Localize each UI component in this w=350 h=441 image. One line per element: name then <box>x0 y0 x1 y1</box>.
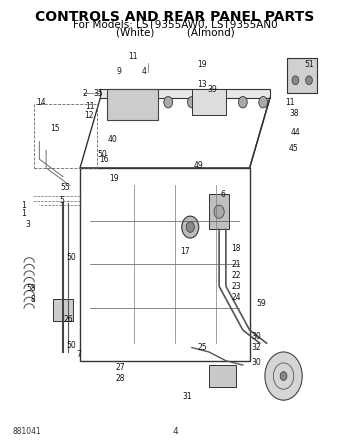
Text: 28: 28 <box>116 374 125 383</box>
Bar <box>192 89 226 116</box>
Bar <box>107 89 158 120</box>
Circle shape <box>259 97 268 108</box>
Text: 50: 50 <box>66 341 76 350</box>
Text: 59: 59 <box>257 299 266 308</box>
Text: 1: 1 <box>22 201 26 209</box>
Text: 12: 12 <box>84 111 93 120</box>
Text: 55: 55 <box>60 183 70 192</box>
Text: 58: 58 <box>26 284 36 293</box>
Text: 45: 45 <box>289 144 299 153</box>
Text: 21: 21 <box>231 260 241 269</box>
Bar <box>34 105 97 168</box>
Bar <box>209 194 229 229</box>
Text: 32: 32 <box>252 343 261 352</box>
Text: 3: 3 <box>25 220 30 229</box>
Text: 19: 19 <box>109 174 119 183</box>
Text: 49: 49 <box>194 161 204 170</box>
Text: 31: 31 <box>182 392 192 401</box>
Text: 26: 26 <box>63 314 73 324</box>
Text: 9: 9 <box>117 67 121 76</box>
Circle shape <box>306 76 313 85</box>
Text: 23: 23 <box>231 282 241 291</box>
Text: (White)          (Almond): (White) (Almond) <box>116 28 234 38</box>
Text: 7: 7 <box>76 350 81 359</box>
Text: 39: 39 <box>208 85 217 93</box>
Text: For Models: LST9355AW0, LST9355AN0: For Models: LST9355AW0, LST9355AN0 <box>73 20 277 30</box>
Text: 6: 6 <box>220 190 225 199</box>
Text: 881041: 881041 <box>12 427 41 436</box>
Bar <box>209 365 236 387</box>
Text: 22: 22 <box>231 271 241 280</box>
Text: 1: 1 <box>22 209 26 218</box>
Text: 15: 15 <box>50 124 60 133</box>
Text: 16: 16 <box>99 155 108 164</box>
Text: 50: 50 <box>97 150 107 159</box>
Text: 17: 17 <box>180 247 190 256</box>
Text: 8: 8 <box>30 295 35 304</box>
Text: 14: 14 <box>36 97 46 107</box>
Text: 51: 51 <box>304 60 314 69</box>
Text: 30: 30 <box>252 332 261 341</box>
Circle shape <box>211 97 220 108</box>
Text: CONTROLS AND REAR PANEL PARTS: CONTROLS AND REAR PANEL PARTS <box>35 10 315 24</box>
Text: 4: 4 <box>172 427 178 436</box>
Text: 11: 11 <box>286 97 295 107</box>
Text: 27: 27 <box>116 363 126 372</box>
Circle shape <box>186 222 194 232</box>
Text: 24: 24 <box>231 293 241 302</box>
Text: 44: 44 <box>290 128 300 137</box>
Circle shape <box>238 97 247 108</box>
Text: 35: 35 <box>94 89 104 98</box>
Text: 4: 4 <box>142 67 147 76</box>
Text: 19: 19 <box>197 60 207 69</box>
Polygon shape <box>287 58 317 93</box>
Bar <box>53 299 73 321</box>
Text: 5: 5 <box>59 196 64 205</box>
Text: 30: 30 <box>252 359 261 367</box>
Polygon shape <box>100 89 270 98</box>
Text: 11: 11 <box>128 52 137 61</box>
Circle shape <box>214 205 224 218</box>
Text: 11: 11 <box>85 102 95 111</box>
Text: 13: 13 <box>197 80 207 89</box>
Text: 25: 25 <box>197 343 207 352</box>
Text: 38: 38 <box>289 108 299 118</box>
Circle shape <box>164 97 173 108</box>
Text: 50: 50 <box>66 253 76 262</box>
Circle shape <box>280 372 287 381</box>
Circle shape <box>182 216 199 238</box>
Circle shape <box>265 352 302 400</box>
Text: 2: 2 <box>83 89 88 98</box>
Circle shape <box>292 76 299 85</box>
Circle shape <box>188 97 196 108</box>
Text: 18: 18 <box>231 244 241 254</box>
Text: 40: 40 <box>107 135 117 144</box>
